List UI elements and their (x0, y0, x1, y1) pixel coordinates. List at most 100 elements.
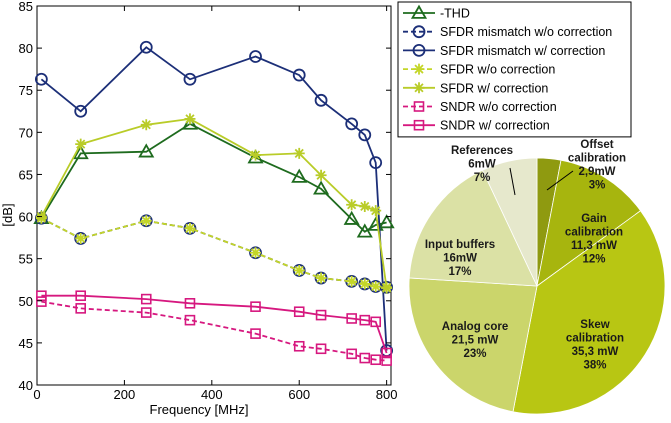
data-point (370, 316, 382, 328)
pie-leader-line (546, 170, 574, 191)
data-point (359, 314, 371, 326)
data-point (370, 354, 382, 366)
y-tick-label: 70 (19, 125, 33, 140)
data-point (72, 145, 89, 160)
data-point (343, 210, 360, 225)
series-layer (33, 40, 395, 366)
data-point (315, 169, 327, 181)
data-point (314, 93, 328, 107)
x-tick-label: 800 (376, 387, 398, 402)
y-tick-label: 40 (19, 378, 33, 393)
legend-box (397, 1, 632, 138)
data-point (292, 68, 306, 82)
pie-chart: Offset calibration 2,9mW 3% Gain calibration 1… (408, 139, 666, 415)
pie-label: Offset calibration 2,9mW 3% (568, 139, 626, 192)
data-point (74, 104, 88, 118)
legend-label: SFDR w/o correction (440, 63, 555, 77)
legend-label: SFDR mismatch w/ correction (440, 44, 605, 58)
data-point (369, 156, 383, 170)
pie-label: Input buffers 16mW 17% (425, 239, 495, 278)
data-point (249, 50, 262, 63)
line-chart: 0 200 400 600 800 40 45 50 55 60 65 70 75 80 85 Freque… (0, 0, 632, 417)
series-5 (36, 296, 392, 366)
y-tick-label: 45 (19, 336, 33, 351)
pie-slice (408, 277, 538, 413)
data-point (75, 290, 87, 302)
series-2 (34, 40, 394, 357)
data-point (346, 313, 357, 324)
data-point (34, 72, 48, 86)
data-point (75, 138, 87, 150)
data-point (184, 222, 196, 234)
pie-slice (512, 210, 666, 415)
y-tick-label: 55 (19, 252, 33, 267)
data-point (359, 200, 371, 212)
data-point (139, 40, 153, 54)
data-point (36, 296, 47, 307)
data-point (346, 199, 358, 211)
data-point (140, 293, 152, 305)
pie-leader-line (509, 167, 516, 196)
x-axis-label: Frequency [MHz] (150, 402, 249, 417)
y-tick-label: 65 (19, 167, 33, 182)
y-tick-label: 80 (19, 41, 33, 56)
legend-label: -THD (440, 7, 470, 21)
legend-marker (412, 44, 426, 57)
data-point (381, 282, 393, 294)
legend-label: SFDR mismatch w/o correction (440, 25, 612, 39)
pie-slice (481, 157, 538, 287)
series-6 (36, 290, 392, 359)
series-line (41, 294, 388, 354)
pie-slice (536, 159, 642, 287)
data-point (291, 168, 308, 183)
data-point (293, 306, 305, 318)
y-tick-label: 50 (19, 294, 33, 309)
data-point (346, 275, 358, 287)
data-point (250, 247, 262, 259)
data-point (381, 347, 392, 359)
data-point (370, 280, 382, 292)
data-point (140, 215, 152, 227)
x-tick-label: 200 (114, 387, 136, 402)
legend-marker (413, 63, 425, 75)
data-point (293, 264, 305, 276)
data-point (184, 314, 196, 326)
data-point (247, 149, 264, 164)
legend-label: SFDR w/ correction (440, 81, 548, 95)
pie-label: Gain calibration 11,3 mW 12% (565, 213, 623, 266)
pie-label: Skew calibration 35,3 mW 38% (566, 319, 624, 372)
legend-marker (410, 4, 428, 19)
data-point (250, 301, 261, 312)
y-axis-label: [dB] (0, 203, 15, 226)
data-point (370, 205, 382, 217)
data-point (315, 309, 327, 321)
plot-frame (36, 5, 392, 386)
data-point (293, 147, 305, 159)
legend: -THD SFDR mismatch w/o correction SFDR mis… (397, 1, 632, 138)
data-point (345, 117, 359, 131)
data-point (184, 298, 196, 309)
data-point (346, 348, 357, 360)
series-line (40, 46, 388, 351)
data-point (315, 272, 327, 284)
legend-label: SNDR w/o correction (440, 100, 557, 114)
pie-label: Analog core 21,5 mW 23% (442, 321, 508, 360)
data-point (184, 113, 196, 125)
data-point (75, 303, 87, 314)
legend-marker (412, 25, 426, 39)
data-point (356, 223, 373, 238)
data-point (183, 72, 197, 86)
data-point (36, 290, 47, 302)
data-point (378, 214, 395, 229)
legend-marker (413, 119, 425, 131)
data-point (359, 352, 371, 364)
data-point (75, 232, 87, 244)
legend-marker (413, 82, 425, 94)
legend-label: SNDR w/ correction (440, 119, 550, 133)
data-point (359, 278, 371, 290)
data-point (381, 355, 392, 366)
series-0 (33, 115, 395, 238)
x-tick-label: 400 (201, 387, 223, 402)
data-point (358, 128, 372, 142)
